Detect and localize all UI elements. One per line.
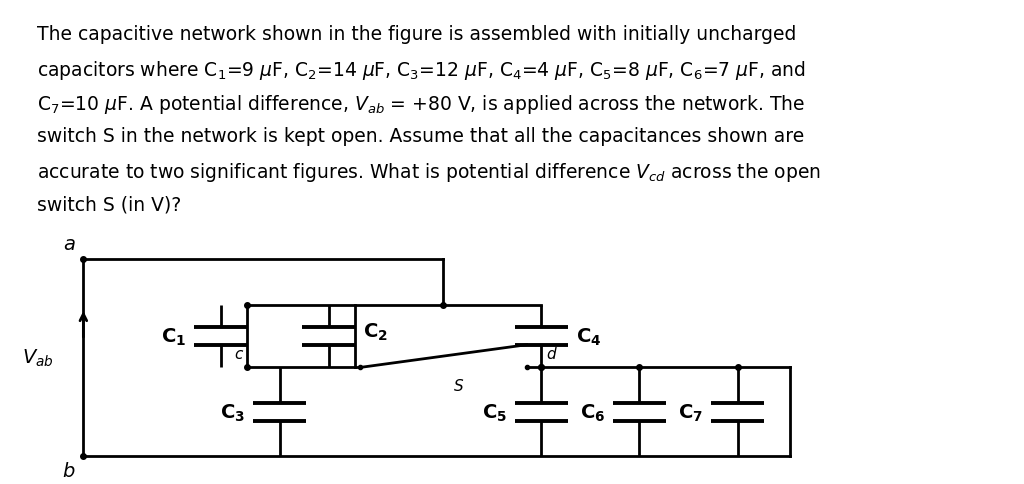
Text: switch S in the network is kept open. Assume that all the capacitances shown are: switch S in the network is kept open. As…	[37, 127, 805, 146]
Text: switch S (in V)?: switch S (in V)?	[37, 195, 181, 213]
Text: $d$: $d$	[547, 345, 558, 361]
Text: $\mathsf{C_7}$=10 $\mu$F. A potential difference, $V_{ab}$ = +80 V, is applied a: $\mathsf{C_7}$=10 $\mu$F. A potential di…	[37, 92, 805, 116]
Text: $S$: $S$	[454, 378, 464, 393]
Text: $a$: $a$	[62, 234, 76, 253]
Text: $\mathbf{C_1}$: $\mathbf{C_1}$	[161, 326, 186, 348]
Text: $\mathbf{C_3}$: $\mathbf{C_3}$	[220, 401, 245, 423]
Text: $V_{ab}$: $V_{ab}$	[23, 347, 54, 368]
Text: $\mathbf{C_6}$: $\mathbf{C_6}$	[580, 401, 605, 423]
Text: capacitors where $\mathsf{C_1}$=9 $\mu$F, $\mathsf{C_2}$=14 $\mu$F, $\mathsf{C_3: capacitors where $\mathsf{C_1}$=9 $\mu$F…	[37, 59, 806, 82]
Text: $\mathbf{C_7}$: $\mathbf{C_7}$	[678, 401, 703, 423]
Text: accurate to two significant figures. What is potential difference $V_{cd}$ acros: accurate to two significant figures. Wha…	[37, 161, 821, 183]
Text: $\mathbf{C_2}$: $\mathbf{C_2}$	[362, 321, 388, 342]
Text: The capacitive network shown in the figure is assembled with initially uncharged: The capacitive network shown in the figu…	[37, 25, 797, 44]
Text: $\mathbf{C_5}$: $\mathbf{C_5}$	[482, 401, 507, 423]
Text: $\mathbf{C_4}$: $\mathbf{C_4}$	[575, 326, 601, 348]
Text: $c$: $c$	[234, 346, 244, 361]
Text: $b$: $b$	[62, 461, 76, 480]
